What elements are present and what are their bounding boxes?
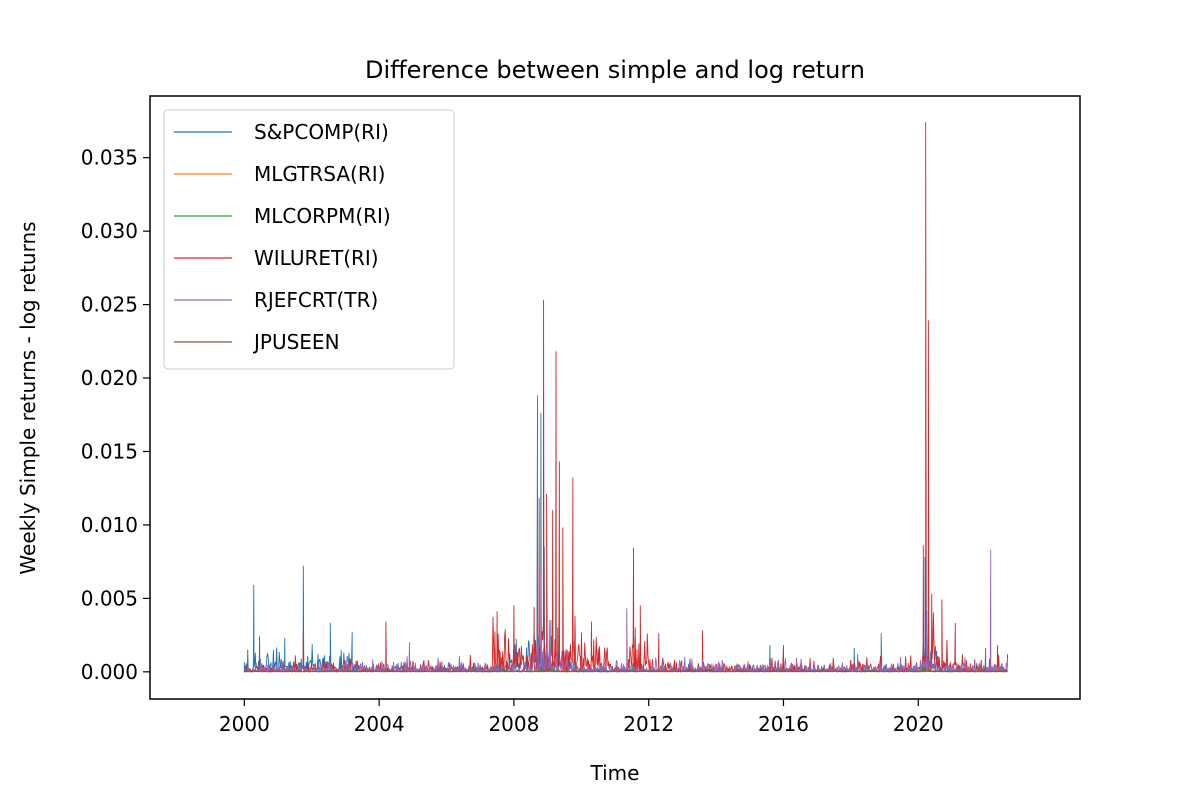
x-tick-label: 2012 (623, 712, 674, 736)
y-axis: 0.000 0.005 0.010 0.015 0.020 0.025 0.030 0.035 (81, 146, 150, 684)
legend-label: RJEFCRT(TR) (254, 288, 378, 312)
series-line (243, 395, 1008, 673)
x-tick-label: 2008 (488, 712, 539, 736)
y-tick-label: 0.005 (81, 586, 138, 610)
legend-label: MLCORPM(RI) (254, 204, 391, 228)
chart-title: Difference between simple and log return (365, 56, 865, 84)
x-tick-label: 2016 (758, 712, 809, 736)
legend-label: MLGTRSA(RI) (254, 162, 385, 186)
plot-area (149, 95, 1081, 700)
y-tick-label: 0.030 (81, 219, 138, 243)
y-tick-label: 0.020 (81, 366, 138, 390)
x-axis-label: Time (590, 761, 640, 785)
legend-label: WILURET(RI) (254, 246, 379, 270)
x-tick-label: 2004 (354, 712, 405, 736)
x-axis: 2000 2004 2008 2012 2016 2020 (219, 699, 944, 736)
y-tick-label: 0.010 (81, 513, 138, 537)
y-tick-label: 0.035 (81, 146, 138, 170)
legend-label: S&PCOMP(RI) (254, 120, 389, 144)
y-axis-label: Weekly Simple returns - log returns (16, 221, 40, 574)
x-tick-label: 2020 (893, 712, 944, 736)
legend-frame (163, 109, 455, 370)
y-tick-label: 0.025 (81, 293, 138, 317)
series-line (243, 666, 1008, 673)
series-line (243, 549, 1008, 673)
y-tick-label: 0.015 (81, 439, 138, 463)
x-tick-label: 2000 (219, 712, 270, 736)
series-layer (243, 121, 1008, 673)
legend: S&PCOMP(RI) MLGTRSA(RI) MLCORPM(RI) WILURET… (163, 109, 455, 370)
legend-label: JPUSEEN (252, 330, 340, 354)
y-tick-label: 0.000 (81, 660, 138, 684)
axes-frame (149, 95, 1081, 700)
